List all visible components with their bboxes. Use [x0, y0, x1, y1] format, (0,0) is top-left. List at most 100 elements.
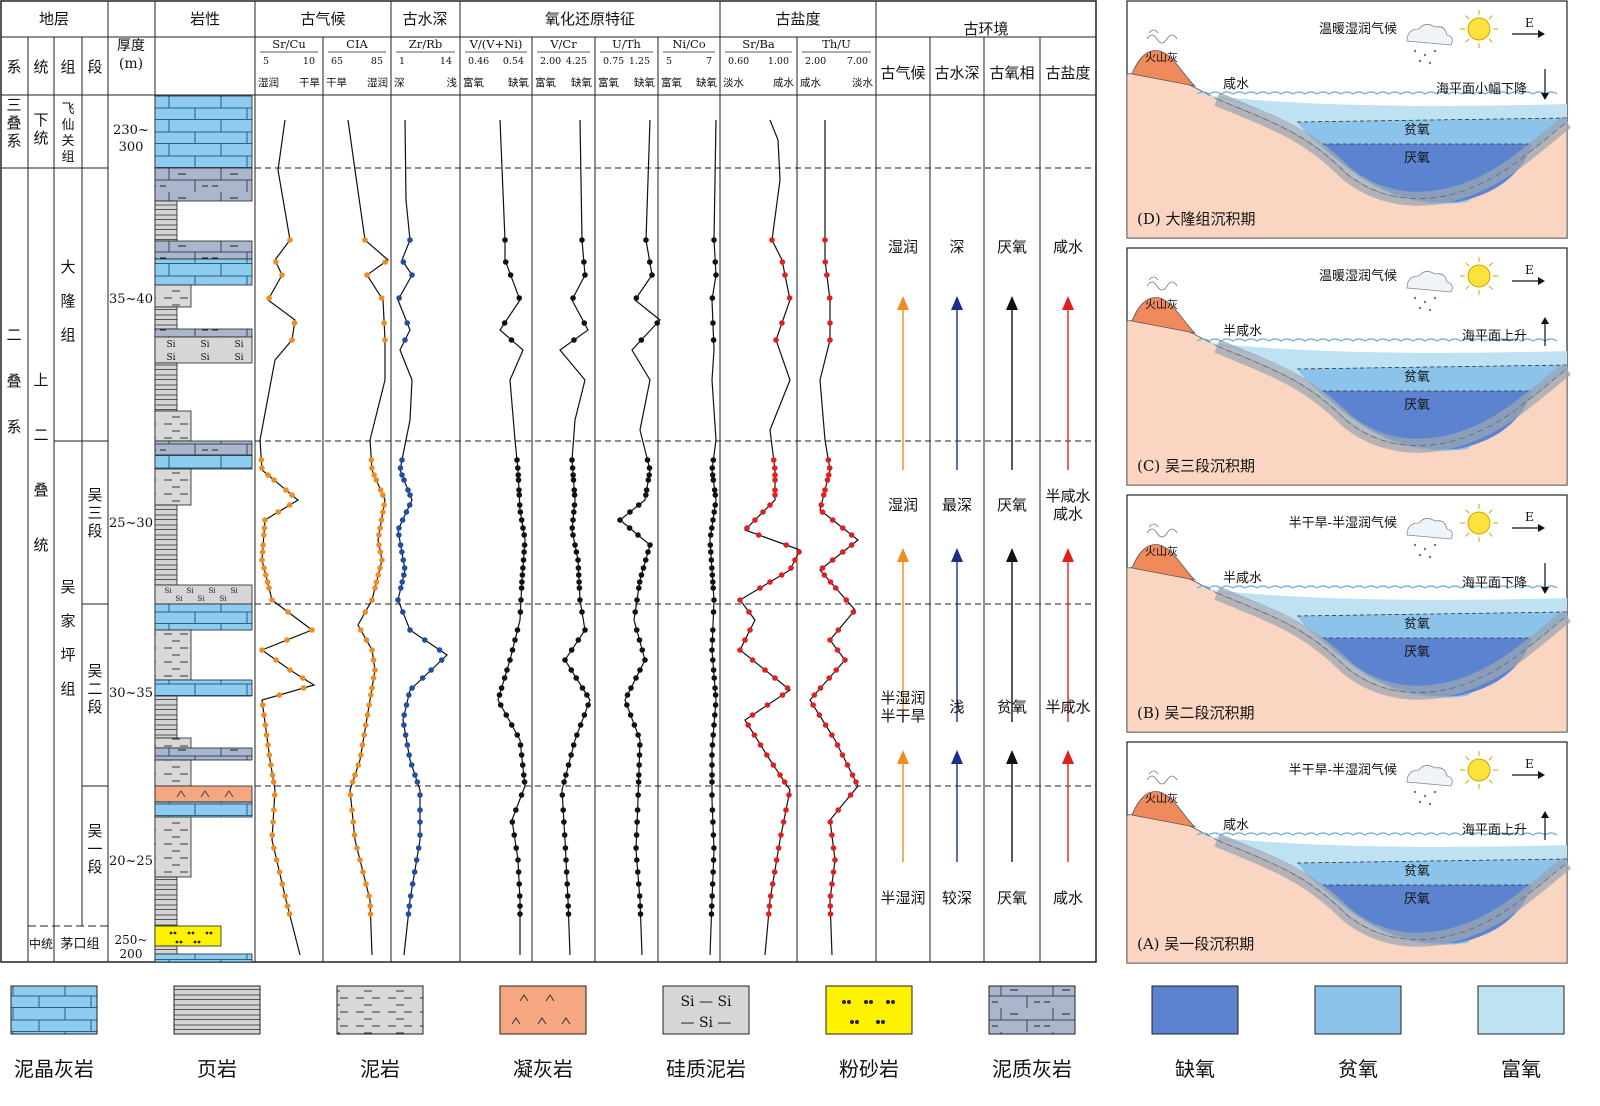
sample-point [712, 502, 719, 508]
sample-point [405, 487, 411, 493]
col-left-label: 淡水 [723, 77, 744, 89]
sample-point [261, 532, 267, 538]
sample-point [362, 237, 368, 243]
sample-point [643, 237, 649, 243]
env-label: 半咸水 [1045, 698, 1090, 716]
env-label: 较深 [942, 889, 972, 907]
curve-4 [559, 119, 591, 956]
sample-point [561, 819, 567, 825]
sample-point [817, 685, 824, 691]
sample-point [579, 685, 586, 691]
sample-point [710, 320, 716, 326]
sample-point [627, 712, 634, 718]
sample-point [509, 647, 516, 653]
sample-point [711, 597, 717, 603]
arrow-head-icon [1062, 548, 1074, 562]
sample-point [404, 320, 411, 326]
col-left-label: 富氧 [661, 76, 682, 89]
sample-point [575, 557, 581, 563]
col-tick-max: 4.25 [566, 56, 587, 67]
legend-label: 贫氧 [1338, 1057, 1378, 1081]
sample-point [646, 465, 653, 471]
sample-point [514, 627, 521, 633]
cloud-icon [1406, 518, 1453, 540]
sample-point [568, 667, 575, 673]
sample-point [273, 259, 279, 265]
col-right-label: 浅 [447, 76, 458, 89]
col-header-7: Sr/Ba [742, 37, 775, 51]
sample-point [781, 779, 788, 785]
sample-point [581, 320, 588, 326]
sample-point [617, 517, 623, 523]
legend-swatch-anoxic [1151, 985, 1239, 1035]
sample-point [709, 792, 715, 798]
sample-point [381, 320, 387, 326]
arrow-head-icon [951, 750, 963, 764]
sample-point [513, 807, 519, 813]
sample-point [406, 692, 412, 698]
sample-point [508, 722, 515, 728]
sample-point [401, 572, 407, 578]
sample-point [571, 509, 577, 515]
zone-anoxic: 厌氧 [1404, 151, 1430, 166]
sample-point [268, 762, 274, 768]
col-header-6: Ni/Co [672, 37, 705, 51]
sample-point [517, 742, 524, 748]
sample-point [834, 742, 841, 748]
climate-label: 半干旱-半湿润气候 [1289, 762, 1397, 778]
sample-point [399, 517, 406, 523]
sample-point [709, 772, 715, 778]
col-tick-min: 2.00 [805, 56, 826, 67]
header-system: 系 [6, 58, 21, 76]
member-wu3: 吴三段 [87, 486, 102, 540]
legend-si-symbol: — Si — [681, 1015, 732, 1031]
sample-point [712, 712, 718, 718]
sample-point [375, 572, 382, 578]
sample-point [521, 542, 528, 548]
sample-point [767, 893, 774, 899]
sample-point [708, 549, 714, 555]
col-right-label: 缺氧 [571, 76, 592, 89]
sample-point [710, 657, 716, 663]
sample-point [514, 732, 521, 738]
sample-point [359, 742, 366, 748]
sample-point [710, 457, 717, 463]
sample-point [634, 807, 641, 813]
sample-point [624, 692, 631, 698]
member-wu2: 吴二段 [87, 662, 102, 716]
sample-point [352, 772, 358, 778]
header-thickness: 厚度(m) [117, 38, 145, 72]
arrow-head-icon [1006, 296, 1018, 310]
sample-point [300, 675, 306, 681]
sample-point [406, 502, 413, 508]
env-col-header: 古盐度 [1045, 64, 1090, 82]
sample-point [571, 502, 578, 508]
sample-point [521, 779, 528, 785]
sample-point [380, 492, 386, 498]
sample-point [628, 685, 634, 691]
col-header-5: U/Th [612, 37, 641, 51]
sample-point [400, 609, 406, 615]
formation-dalong: 大隆组 [60, 258, 75, 344]
sample-point [382, 259, 389, 265]
legend-si-symbol: Si — Si [680, 994, 732, 1010]
sample-point [262, 722, 269, 728]
sample-point [710, 667, 717, 673]
series-middle: 中统 [29, 936, 53, 951]
sample-point [764, 752, 770, 758]
sample-point [850, 609, 857, 615]
header-paleoclimate: 古气候 [300, 10, 345, 28]
sample-point [830, 869, 837, 875]
sample-point [569, 457, 575, 463]
sample-point [709, 893, 715, 899]
col-tick-max: 1.25 [629, 56, 650, 67]
sample-point [638, 572, 645, 578]
si-symbol: Si [197, 595, 205, 603]
sample-point [634, 597, 640, 603]
sample-point [757, 585, 763, 591]
sample-point [376, 532, 382, 538]
sample-point [381, 502, 387, 508]
env-col-header: 古氧相 [989, 64, 1034, 82]
zone-dysoxic: 贫氧 [1404, 369, 1430, 385]
